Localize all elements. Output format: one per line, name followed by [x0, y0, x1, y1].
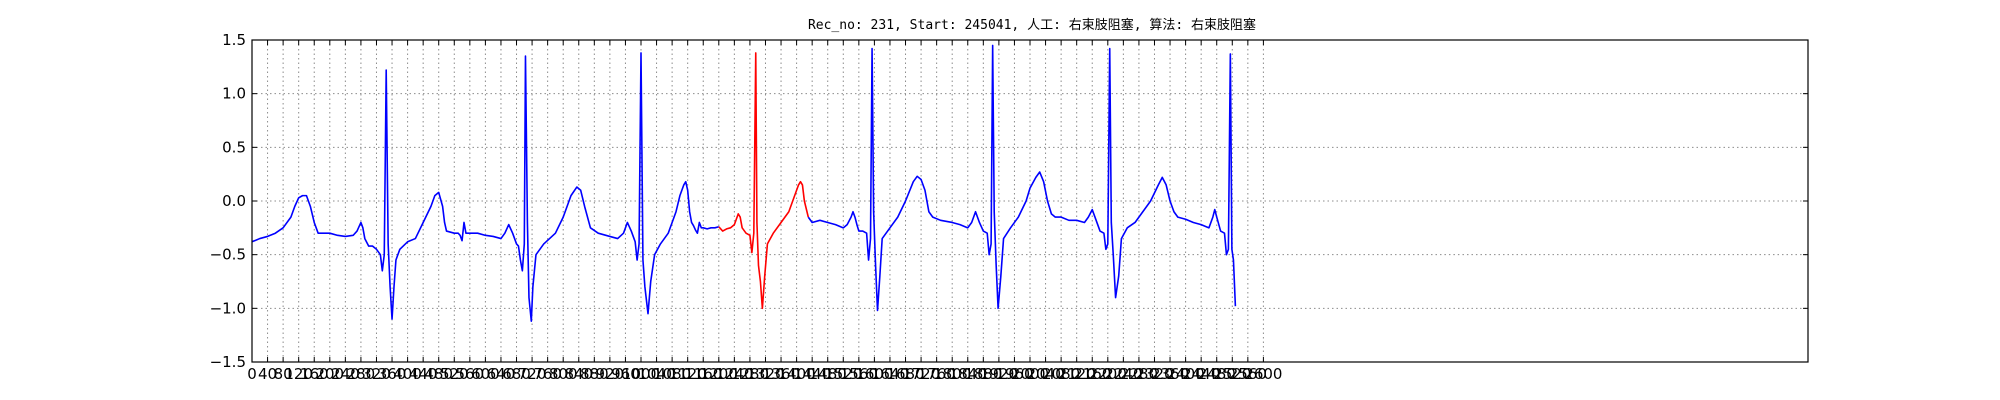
- x-tick-label: 2320: [1135, 365, 1173, 383]
- x-tick-label: 2400: [1167, 365, 1205, 383]
- plot-frame: [251, 39, 1809, 363]
- x-axis-ticks: 0 408012016020024028032036040044048052056…: [247, 40, 1282, 383]
- y-tick-label: 1.0: [222, 85, 246, 103]
- x-tick-label: 480: [424, 365, 453, 383]
- x-tick-label: 800: [549, 365, 578, 383]
- x-tick-label: 840: [564, 365, 593, 383]
- x-tick-label: 1640: [871, 365, 909, 383]
- ecg-series-line-3: [807, 44, 1237, 312]
- x-tick-label: 2120: [1058, 365, 1096, 383]
- x-tick-label: 440: [409, 365, 438, 383]
- x-tick-label: 1680: [886, 365, 924, 383]
- x-tick-label: 1120: [669, 365, 707, 383]
- x-tick-label: 360: [378, 365, 407, 383]
- x-tick-label: 2560: [1229, 365, 1267, 383]
- ecg-series-line-2: [718, 52, 810, 310]
- x-tick-label: 1840: [949, 365, 987, 383]
- x-tick-label: 1920: [980, 365, 1018, 383]
- grid: [251, 39, 1808, 363]
- x-tick-label: 2000: [1011, 365, 1049, 383]
- x-tick-label: 1600: [855, 365, 893, 383]
- x-tick-label: 1400: [778, 365, 816, 383]
- x-tick-label: 720: [518, 365, 547, 383]
- x-tick-label: 2480: [1198, 365, 1236, 383]
- x-tick-label: 320: [362, 365, 391, 383]
- x-tick-label: 1000: [622, 365, 660, 383]
- x-tick-label: 920: [596, 365, 625, 383]
- x-tick-label: 400: [393, 365, 422, 383]
- x-tick-label: 160: [300, 365, 329, 383]
- x-tick-label: 960: [611, 365, 640, 383]
- y-tick-label: 0.0: [222, 192, 246, 210]
- x-tick-label: 2280: [1120, 365, 1158, 383]
- x-tick-label: 1760: [918, 365, 956, 383]
- y-tick-label: 0.5: [222, 138, 246, 156]
- series-group: [251, 44, 1237, 323]
- x-tick-label: 1480: [809, 365, 847, 383]
- y-tick-label: −0.5: [210, 246, 246, 264]
- chart-title: Rec_no: 231, Start: 245041, 人工: 右束肢阻塞, 算…: [808, 17, 1256, 33]
- x-tick-label: 280: [347, 365, 376, 383]
- x-tick-label: 120: [284, 365, 313, 383]
- x-tick-label: 1280: [731, 365, 769, 383]
- x-tick-label: 560: [456, 365, 485, 383]
- y-tick-label: 1.5: [222, 31, 246, 49]
- x-tick-label: 1160: [684, 365, 722, 383]
- x-tick-label: 2080: [1042, 365, 1080, 383]
- x-tick-label: 1240: [715, 365, 753, 383]
- x-tick-label: 600: [471, 365, 500, 383]
- y-axis-ticks: −1.5 −1.0 −0.5 0.0 0.5 1.0 1.5: [210, 31, 1808, 371]
- x-tick-label: 1200: [700, 365, 738, 383]
- x-tick-label: 0: [247, 365, 257, 383]
- x-tick-label: 520: [440, 365, 469, 383]
- x-tick-label: 880: [580, 365, 609, 383]
- x-tick-label: 1360: [762, 365, 800, 383]
- x-tick-label: 2200: [1089, 365, 1127, 383]
- x-tick-label: 2600: [1244, 365, 1282, 383]
- x-tick-label: 1560: [840, 365, 878, 383]
- y-tick-label: −1.5: [210, 353, 246, 371]
- x-tick-label: 1800: [933, 365, 971, 383]
- ecg-series-line-1: [251, 52, 720, 323]
- x-tick-label: 1440: [793, 365, 831, 383]
- x-tick-label: 680: [502, 365, 531, 383]
- x-tick-label: 640: [487, 365, 516, 383]
- x-tick-label: 1320: [746, 365, 784, 383]
- x-tick-label: 40: [258, 365, 277, 383]
- x-tick-label: 1080: [653, 365, 691, 383]
- x-tick-label: 1040: [637, 365, 675, 383]
- x-tick-label: 200: [315, 365, 344, 383]
- x-tick-label: 2040: [1026, 365, 1064, 383]
- y-tick-label: −1.0: [210, 299, 246, 317]
- x-tick-label: 80: [274, 365, 293, 383]
- x-tick-label: 1720: [902, 365, 940, 383]
- x-tick-label: 2240: [1104, 365, 1142, 383]
- x-tick-label: 1520: [824, 365, 862, 383]
- x-tick-label: 2160: [1073, 365, 1111, 383]
- x-tick-label: 760: [533, 365, 562, 383]
- x-tick-label: 240: [331, 365, 360, 383]
- x-tick-label: 1960: [995, 365, 1033, 383]
- x-tick-label: 2520: [1213, 365, 1251, 383]
- x-tick-label: 2360: [1151, 365, 1189, 383]
- x-tick-label: 2440: [1182, 365, 1220, 383]
- x-tick-label: 1880: [964, 365, 1002, 383]
